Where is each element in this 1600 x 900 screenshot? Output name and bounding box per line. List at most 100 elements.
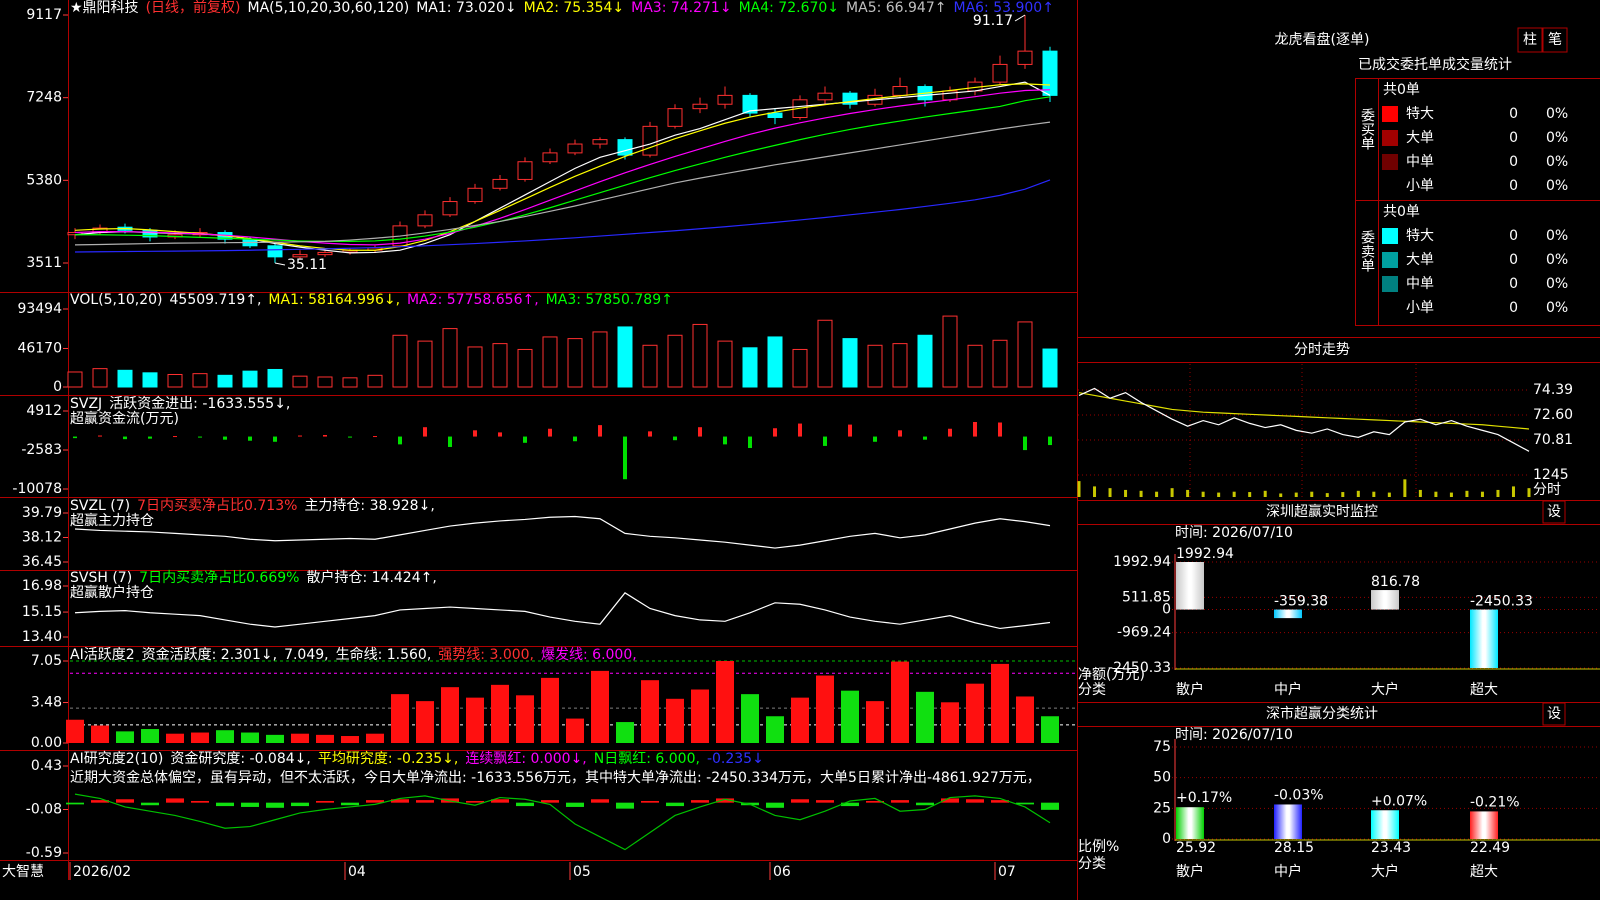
flow-bar (698, 427, 702, 437)
research-bar (591, 799, 609, 803)
volume-bar (192, 373, 208, 388)
time-label: 时间: 2026/07/10 (1175, 525, 1293, 541)
intraday-volume (1341, 492, 1345, 497)
activity-bar (891, 661, 909, 743)
button-frame (1517, 27, 1543, 53)
candle-body (767, 112, 783, 119)
activity-bar (541, 677, 559, 743)
activity-bar (91, 725, 109, 743)
volume-bar (742, 347, 758, 388)
volume-bar (467, 346, 483, 388)
annotation-line (1014, 14, 1026, 22)
volume-bar (542, 336, 558, 388)
flow-bar (248, 436, 252, 441)
activity-bar (191, 732, 209, 743)
panel-title: 深市超赢分类统计 (1266, 705, 1378, 722)
volume-bar (1017, 321, 1033, 388)
research-bar (66, 802, 84, 805)
y-tick-label: 1992.94 (1113, 554, 1171, 570)
research-bar (466, 800, 484, 803)
flow-bar (223, 436, 227, 440)
flow-bar (298, 435, 302, 437)
row-pct: 0% (1546, 154, 1568, 170)
candle-body (667, 108, 683, 127)
activity-bar (316, 734, 334, 743)
row-name: 中单 (1406, 276, 1434, 292)
volume-bar (817, 319, 833, 388)
value-label: 816.78 (1371, 574, 1420, 590)
y-tick-label: -2450.33 (1108, 660, 1171, 676)
flow-bar (123, 436, 127, 440)
button[interactable]: 设 (1547, 504, 1561, 520)
row-pct: 0% (1546, 276, 1568, 292)
candle-body (492, 178, 508, 189)
candle-body (892, 86, 908, 96)
button[interactable]: 笔 (1548, 32, 1562, 48)
activity-bar (716, 661, 734, 743)
research-bar (1016, 802, 1034, 805)
volume-bar (92, 368, 108, 388)
volume-bar (592, 331, 608, 388)
candle-body (717, 94, 733, 105)
header-item: 爆发线: 6.000, (541, 647, 637, 663)
research-bar (316, 800, 334, 803)
activity-bar (341, 736, 359, 743)
activity-bar (491, 684, 509, 743)
research-bar (241, 802, 259, 807)
group-label: 委买单 (1359, 108, 1375, 150)
activity-bar (141, 729, 159, 743)
header-item: MA6: 53.900↑ (953, 0, 1053, 16)
activity-bar (241, 732, 259, 743)
header-item: MA4: 72.670↓ (739, 0, 839, 16)
activity-bar (466, 697, 484, 743)
swatch (1382, 276, 1398, 292)
header-item: AI活跃度2 (70, 647, 135, 663)
holding-line (74, 592, 1051, 630)
candle-body (542, 152, 558, 163)
research-bar (566, 802, 584, 807)
annotation-line (274, 262, 286, 266)
candle-body (467, 187, 483, 203)
category-label: 散户 (1176, 681, 1204, 698)
research-bar (1041, 802, 1059, 810)
intraday-volume (1449, 492, 1453, 497)
x-tick-label: 2026/02 (73, 864, 131, 880)
high-annotation: 91.17 (973, 13, 1013, 29)
header-item: N日飘红: 6.000, (594, 751, 700, 767)
volume-bar (667, 334, 683, 388)
activity-bar (816, 675, 834, 743)
activity-bar (791, 697, 809, 743)
volume-bar (267, 368, 283, 388)
intraday-volume (1511, 486, 1515, 497)
category-label: 中户 (1274, 863, 1302, 880)
volume-bar (67, 371, 83, 388)
panel-title: 深圳超赢实时监控 (1266, 503, 1378, 520)
activity-bar (566, 718, 584, 743)
flow-bar (398, 436, 402, 445)
y-tick-label: 13.40 (22, 629, 62, 645)
header-item: MA1: 58164.996↓, (268, 292, 400, 308)
flow-bar (873, 436, 877, 442)
research-bar (666, 802, 684, 807)
panel-subtitle: 超赢散户持仓 (70, 584, 154, 601)
research-line (74, 793, 1051, 851)
research-bar (491, 799, 509, 803)
button[interactable]: 设 (1547, 706, 1561, 722)
button[interactable]: 柱 (1523, 32, 1537, 48)
intraday-volume (1248, 492, 1252, 497)
group-label: 委卖单 (1359, 230, 1375, 272)
header-item: SVZL (7) (70, 498, 130, 514)
volume-bar (117, 369, 133, 388)
research-bar (216, 802, 234, 807)
row-name: 中单 (1406, 154, 1434, 170)
category-label: 超大 (1470, 682, 1498, 698)
flow-bar (923, 436, 927, 440)
row-count: 0 (1509, 300, 1518, 316)
category-label: 超大 (1470, 864, 1498, 880)
research-bar (941, 798, 959, 803)
y-tick-label: 70.81 (1533, 432, 1573, 448)
flow-bar (273, 436, 277, 442)
button-frame (1542, 702, 1566, 726)
research-bar (166, 798, 184, 803)
